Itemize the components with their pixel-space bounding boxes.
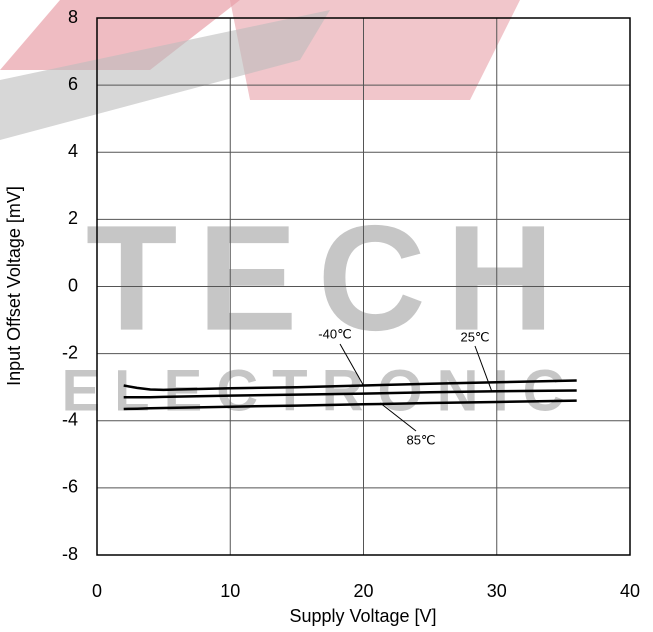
x-tick-label: 30 <box>487 581 507 601</box>
series-line <box>123 399 577 411</box>
watermark-shape <box>0 10 330 140</box>
x-tick-label: 0 <box>92 581 102 601</box>
y-tick-label: 0 <box>68 275 78 295</box>
watermark-text: TECH <box>86 194 574 362</box>
series-line <box>123 389 577 399</box>
y-tick-label: -4 <box>62 410 78 430</box>
series-line <box>123 379 577 392</box>
series-label: -40℃ <box>318 326 351 341</box>
y-tick-label: -2 <box>62 342 78 362</box>
y-axis-label: Input Offset Voltage [mV] <box>4 186 24 386</box>
y-tick-label: 2 <box>68 208 78 228</box>
y-tick-label: -6 <box>62 477 78 497</box>
x-tick-label: 10 <box>220 581 240 601</box>
watermark-logo <box>0 0 520 140</box>
annotation-leader <box>339 343 364 386</box>
y-tick-label: 4 <box>68 141 78 161</box>
y-tick-label: 6 <box>68 74 78 94</box>
y-tick-label: -8 <box>62 544 78 564</box>
x-tick-label: 40 <box>620 581 640 601</box>
y-tick-label: 8 <box>68 7 78 27</box>
plot-frame <box>96 17 631 556</box>
x-tick-label: 20 <box>353 581 373 601</box>
annotation-leader <box>379 402 417 432</box>
x-axis-label: Supply Voltage [V] <box>289 606 436 626</box>
series-label: 85℃ <box>406 432 435 447</box>
series-label: 25℃ <box>460 329 489 344</box>
annotation-leader <box>474 345 493 392</box>
